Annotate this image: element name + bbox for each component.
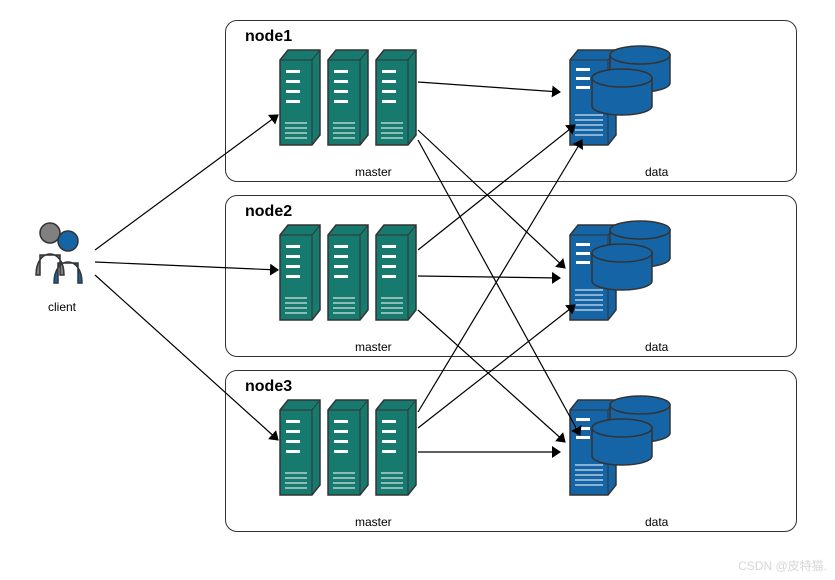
node2-master-label: master bbox=[355, 340, 392, 354]
node1-data-label: data bbox=[645, 165, 668, 179]
watermark: CSDN @皮特猫. bbox=[738, 557, 827, 574]
node3-master-label: master bbox=[355, 515, 392, 529]
node1-title: node1 bbox=[245, 28, 292, 46]
node3-title: node3 bbox=[245, 378, 292, 396]
node3-data-label: data bbox=[645, 515, 668, 529]
node2-box bbox=[225, 195, 797, 357]
node3-box bbox=[225, 370, 797, 532]
node2-data-label: data bbox=[645, 340, 668, 354]
node1-box bbox=[225, 20, 797, 182]
node1-master-label: master bbox=[355, 165, 392, 179]
node2-title: node2 bbox=[245, 203, 292, 221]
client-label: client bbox=[48, 300, 76, 314]
